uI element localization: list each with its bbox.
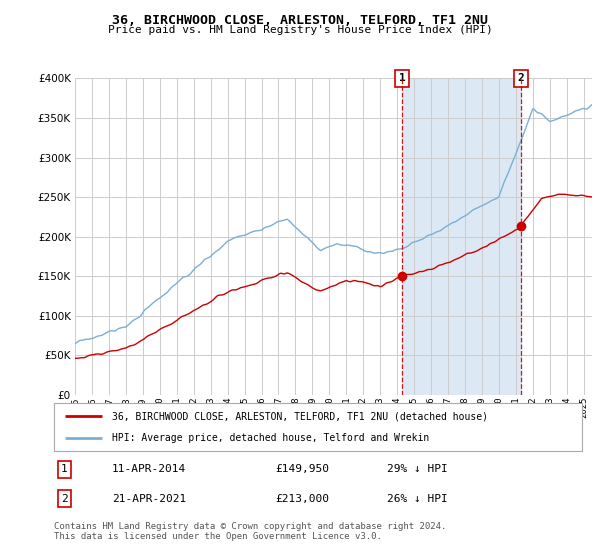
Text: 26% ↓ HPI: 26% ↓ HPI [386,494,448,504]
Text: £149,950: £149,950 [276,464,330,474]
Text: 2: 2 [61,494,68,504]
Text: 2: 2 [518,73,524,83]
Text: 21-APR-2021: 21-APR-2021 [112,494,187,504]
Text: Contains HM Land Registry data © Crown copyright and database right 2024.
This d: Contains HM Land Registry data © Crown c… [54,522,446,542]
Text: 36, BIRCHWOOD CLOSE, ARLESTON, TELFORD, TF1 2NU (detached house): 36, BIRCHWOOD CLOSE, ARLESTON, TELFORD, … [112,411,488,421]
Text: 1: 1 [61,464,68,474]
Text: 29% ↓ HPI: 29% ↓ HPI [386,464,448,474]
Text: 11-APR-2014: 11-APR-2014 [112,464,187,474]
FancyBboxPatch shape [54,403,582,451]
Text: £213,000: £213,000 [276,494,330,504]
Text: Price paid vs. HM Land Registry's House Price Index (HPI): Price paid vs. HM Land Registry's House … [107,25,493,35]
Text: 36, BIRCHWOOD CLOSE, ARLESTON, TELFORD, TF1 2NU: 36, BIRCHWOOD CLOSE, ARLESTON, TELFORD, … [112,14,488,27]
Text: 1: 1 [398,73,406,83]
Bar [402,78,521,395]
Text: HPI: Average price, detached house, Telford and Wrekin: HPI: Average price, detached house, Telf… [112,433,430,443]
